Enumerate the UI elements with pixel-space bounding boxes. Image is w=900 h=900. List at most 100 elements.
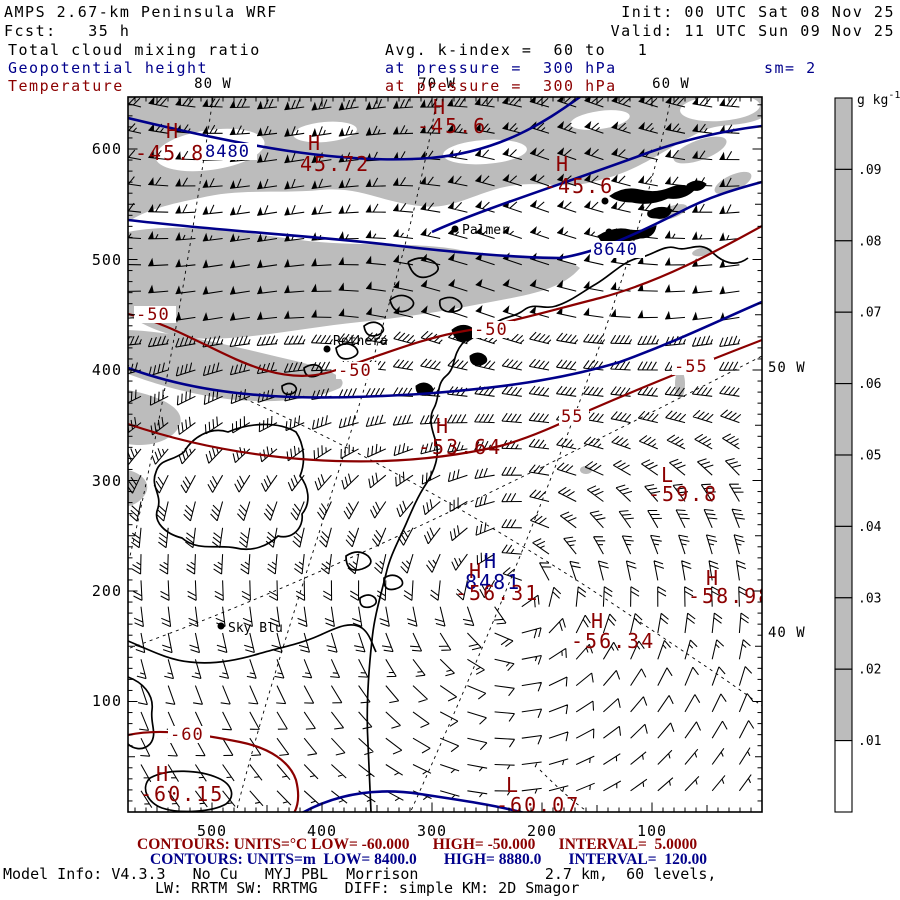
- high-marker: H: [166, 119, 180, 143]
- island: [609, 184, 695, 204]
- extremum-value: -45.8: [135, 141, 205, 165]
- y-axis-label: 600: [92, 140, 122, 158]
- cloud-streak: [673, 136, 727, 164]
- contour-label: -50: [338, 361, 372, 381]
- colorbar-segment: [834, 168, 853, 242]
- colorbar-tick-label: .09: [858, 163, 881, 178]
- colorbar-segment: [834, 383, 853, 456]
- model-info-line2: LW: RRTM SW: RRTMG DIFF: simple KM: 2D S…: [155, 879, 579, 897]
- top-longitude-label: 60 W: [652, 76, 690, 92]
- forecast-hour: Fcst: 35 h: [4, 22, 130, 40]
- gridline-dashed: [129, 355, 762, 649]
- cloud-streak: [580, 466, 592, 474]
- coastline: [153, 423, 309, 551]
- contour-label: -55: [674, 357, 708, 377]
- y-axis-label: 200: [92, 582, 122, 600]
- top-longitude-label: 80 W: [194, 76, 232, 92]
- height-contour: [128, 300, 762, 399]
- extremum-value: -56.34: [571, 629, 655, 653]
- extremum-value: -58.98: [688, 584, 772, 608]
- contour-label: -50: [136, 305, 170, 325]
- coastline: [281, 382, 298, 396]
- colorbar-segment: [834, 311, 853, 385]
- temperature-contour: [128, 225, 762, 378]
- contour-label-bg: [134, 306, 176, 323]
- extremum-value: -59.8: [648, 482, 718, 506]
- x-axis-label: 300: [417, 822, 447, 840]
- low-marker: L: [661, 463, 675, 487]
- field1-label: Total cloud mixing ratio: [8, 41, 261, 59]
- high-marker: H: [484, 549, 498, 573]
- field2-label: Geopotential height: [8, 59, 208, 77]
- station-dot: [323, 345, 331, 353]
- colorbar-segment: [834, 597, 853, 670]
- contour-label: 55: [561, 407, 583, 427]
- y-axis-label: 300: [92, 472, 122, 490]
- coastline: [345, 551, 372, 571]
- colorbar-tick-label: .02: [858, 663, 881, 678]
- field2-info: at pressure = 300 hPa: [385, 59, 617, 77]
- height-contour: [301, 790, 525, 812]
- x-axis-label: 100: [637, 822, 667, 840]
- contour-label-bg: [559, 408, 589, 425]
- low-marker: L: [506, 773, 520, 797]
- header: AMPS 2.67-km Peninsula WRF Init: 00 UTC …: [4, 3, 895, 95]
- gridline-dashed: [235, 97, 438, 812]
- colorbar-tick-label: .06: [858, 377, 881, 392]
- init-time: Init: 00 UTC Sat 08 Nov 25: [621, 3, 895, 21]
- colorbar-tick-label: .04: [858, 520, 882, 535]
- cloud-blob: [128, 470, 148, 506]
- extremum-value: -60.07: [496, 793, 580, 817]
- longitude-labels: 80 W 70 W 60 W 50 W 40 W: [194, 76, 806, 641]
- axis-ticks: [128, 97, 763, 813]
- island: [686, 180, 707, 191]
- footer: CONTOURS: UNITS=°C LOW= -60.000 HIGH= -5…: [3, 836, 716, 897]
- extremum-value: -60.15: [140, 782, 224, 806]
- coastline: [407, 257, 439, 279]
- extremum-value: 8481: [465, 570, 521, 594]
- extremum-value: -56.31: [455, 581, 539, 605]
- colorbar-segment: [834, 668, 853, 742]
- cloud-blob: [128, 390, 181, 446]
- extremum-value: -45.6: [544, 174, 614, 198]
- high-marker: H: [156, 762, 170, 786]
- contour-label: 8640: [593, 240, 638, 260]
- high-marker: H: [308, 131, 322, 155]
- gridline-dashed: [129, 97, 214, 557]
- plot-title: AMPS 2.67-km Peninsula WRF: [4, 3, 278, 21]
- cloud-streak: [714, 171, 752, 195]
- smoothing-label: sm= 2: [764, 59, 817, 77]
- gridline-dashed: [539, 769, 590, 812]
- y-axis-label: 100: [92, 692, 122, 710]
- colorbar-tick-label: .05: [858, 449, 881, 464]
- coastline: [438, 296, 463, 313]
- valid-time: Valid: 11 UTC Sun 09 Nov 25: [611, 22, 895, 40]
- station-label: Sky Blu: [228, 621, 283, 636]
- station-dot: [605, 228, 613, 236]
- top-longitude-label: 70 W: [418, 76, 456, 92]
- height-contour-info: CONTOURS: UNITS=m LOW= 8400.0 HIGH= 8880…: [150, 851, 707, 868]
- colorbar-segment: [834, 454, 853, 527]
- colorbar: g kg-1 .09 .08 .07 .06 .05 .04 .03 .02 .01: [834, 90, 900, 813]
- contour-label-bg: [472, 321, 514, 338]
- station-label: Palmer: [462, 223, 509, 238]
- coastline: [366, 245, 749, 812]
- colorbar-tick-label: .03: [858, 591, 881, 606]
- right-longitude-label: 50 W: [768, 360, 806, 376]
- station-dot: [217, 622, 225, 630]
- station-dot: [601, 197, 609, 205]
- cloud-shading: [128, 97, 762, 506]
- colorbar-tick-label: .01: [858, 734, 881, 749]
- contour-label-bg: [168, 726, 210, 743]
- right-longitude-label: 40 W: [768, 625, 806, 641]
- latlon-gridlines: [129, 97, 762, 812]
- height-contour: [128, 97, 581, 161]
- axis-number-labels: 600 500 400 300 200 100 500 400 300 200 100: [92, 140, 667, 840]
- cloud-streak: [692, 247, 712, 257]
- coastline: [128, 624, 377, 664]
- contour-label: -50: [474, 320, 508, 340]
